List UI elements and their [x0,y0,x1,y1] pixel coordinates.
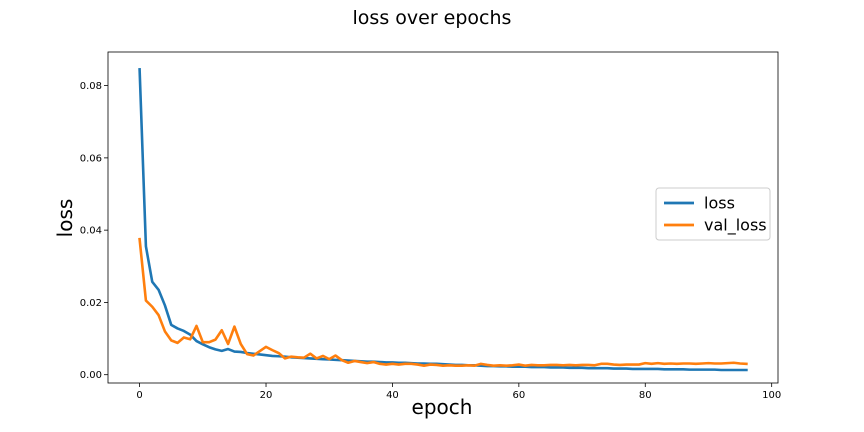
y-tick-label: 0.00 [80,370,102,381]
x-tick-label: 20 [260,390,273,401]
plot-frame [107,51,779,384]
legend: loss val_loss [655,187,771,241]
y-tick-label: 0.08 [80,81,102,92]
x-tick-label: 60 [512,390,525,401]
y-tick-label: 0.06 [80,153,102,164]
series-line-loss [138,67,748,372]
chart-title: loss over epochs [353,7,512,29]
y-tick-label: 0.02 [80,298,102,309]
plot-area [138,67,748,372]
legend-box [655,187,771,241]
legend-label-val-loss: val_loss [704,216,767,236]
x-tick-label: 40 [386,390,399,401]
series-line-val-loss [138,237,748,367]
axes: 0 20 40 60 80 100 0.00 0.02 0.04 0.06 0.08 [80,51,781,401]
x-axis-title: epoch [412,395,473,419]
y-tick-label: 0.04 [80,226,102,237]
legend-label-loss: loss [704,194,735,213]
x-tick-label: 80 [639,390,652,401]
x-tick-label: 100 [762,390,781,401]
x-tick-label: 0 [136,390,142,401]
y-axis-title: loss [53,199,77,238]
